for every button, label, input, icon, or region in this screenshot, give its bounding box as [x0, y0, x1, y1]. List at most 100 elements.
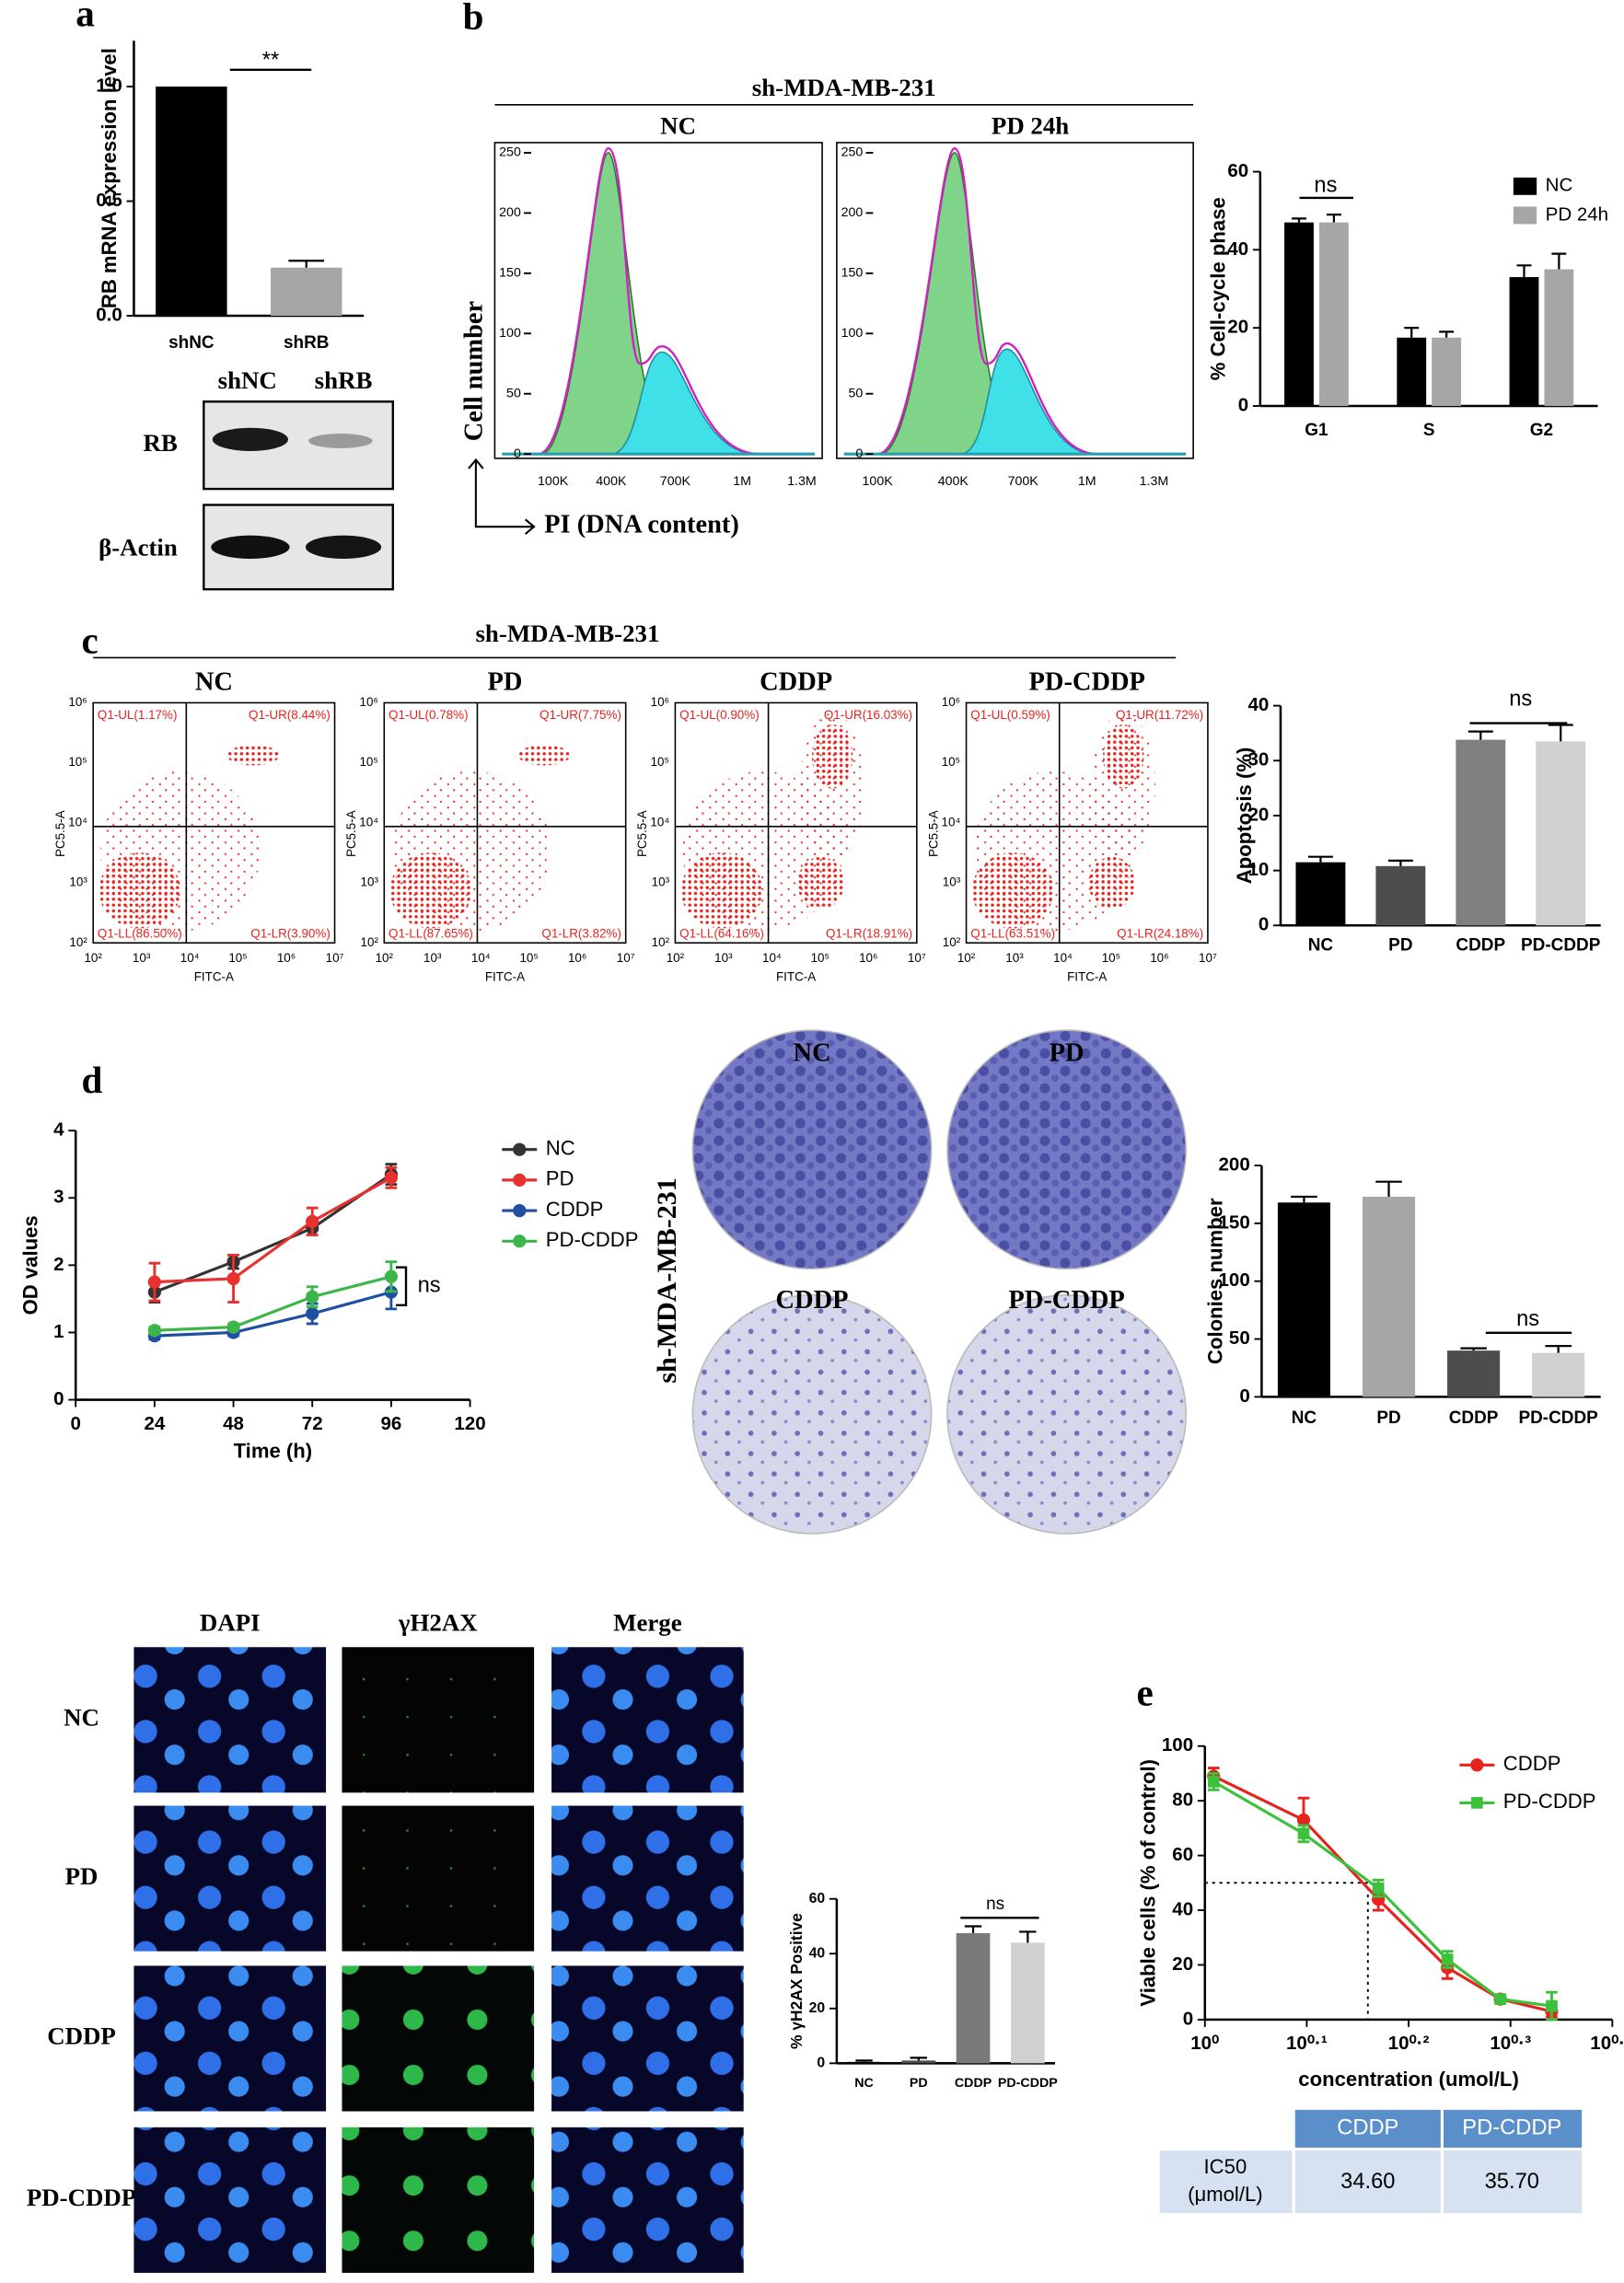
y-tick-label: 50	[848, 386, 863, 400]
y-tick-label: 0	[1259, 914, 1269, 935]
y-tick-label: 10⁶	[68, 695, 87, 709]
well-label: NC	[793, 1038, 830, 1067]
x-tick-label: PD	[1376, 1408, 1400, 1428]
x-tick-label: 10⁵	[1102, 951, 1121, 965]
flow-title: PD-CDDP	[1029, 667, 1145, 696]
blot-band	[211, 535, 290, 559]
point	[1494, 1993, 1506, 2005]
significance-bracket	[395, 1266, 408, 1307]
colony-well	[946, 1029, 1188, 1270]
axis-arrow	[468, 458, 536, 535]
micrograph	[342, 2127, 535, 2273]
blot-row-label: RB	[144, 429, 178, 457]
x-tick-label: 1.3M	[787, 474, 817, 489]
point	[1546, 1999, 1558, 2012]
x-tick-label: NC	[1292, 1408, 1317, 1428]
well-label: PD-CDDP	[1008, 1286, 1124, 1315]
histogram-frame	[493, 142, 823, 459]
y-tick-label: 4	[53, 1119, 64, 1141]
x-tick-label: 10⁰	[1190, 2033, 1220, 2054]
table-header-cell	[1294, 2109, 1441, 2149]
y-tick-label: 150	[1219, 1211, 1250, 1233]
x-tick-label: 10³	[714, 951, 733, 965]
table-header-cell	[1443, 2109, 1583, 2149]
event-cluster	[226, 745, 280, 766]
y-tick-label: 0.5	[96, 190, 122, 211]
x-tick-label: 10²	[667, 951, 685, 965]
y-tick-label: 20	[1172, 1953, 1193, 1975]
table-cell	[1294, 2150, 1441, 2214]
flow-frame	[674, 701, 918, 944]
y-tick-label: 10⁵	[68, 755, 87, 769]
y-tick-label: 10²	[361, 935, 379, 949]
x-axis-label: PI (DNA content)	[544, 511, 739, 539]
y-tick-label: 2	[53, 1254, 64, 1275]
x-tick-label: 10⁶	[859, 951, 877, 965]
y-tick-label: 40	[1247, 694, 1269, 715]
micrograph	[551, 1965, 744, 2112]
y-tick-label: 200	[499, 205, 521, 220]
series-line	[1212, 1780, 1552, 2008]
error-bar	[910, 2057, 927, 2061]
column-header: DAPI	[200, 1609, 261, 1637]
micrograph	[551, 2127, 744, 2273]
y-tick-label: 200	[841, 205, 864, 220]
row-label: PD-CDDP	[27, 2184, 136, 2211]
bar	[901, 2060, 936, 2064]
y-tick-label: 0	[817, 2055, 825, 2070]
quadrant-label: Q1-LR(3.90%)	[250, 926, 331, 940]
error-bar	[1467, 730, 1493, 740]
blot-band	[305, 535, 382, 559]
error-bar	[1439, 330, 1455, 338]
x-tick-label: 10⁵	[519, 951, 538, 965]
y-axis-label: Apoptosis (%)	[1233, 747, 1256, 885]
bar	[1509, 277, 1539, 406]
y-axis-label: Cell number	[459, 300, 488, 441]
y-tick-label: 0	[53, 1388, 64, 1409]
micrograph	[342, 1647, 535, 1793]
y-tick-label: 40	[1227, 238, 1248, 260]
x-tick-label: 10⁰·⁴	[1590, 2033, 1624, 2054]
bar	[1456, 739, 1506, 926]
point	[147, 1275, 161, 1289]
well-label: PD	[1050, 1038, 1085, 1067]
column-header: γH2AX	[398, 1609, 478, 1637]
x-tick-label: PD	[910, 2076, 928, 2091]
event-cluster	[99, 852, 181, 929]
legend-swatch	[1513, 206, 1537, 225]
bar	[956, 1932, 991, 2064]
panel-label: c	[82, 620, 99, 662]
x-tick-label: 10³	[423, 951, 442, 965]
x-tick-label: 1M	[733, 474, 751, 489]
bar	[1362, 1197, 1416, 1397]
x-tick-label: 10²	[84, 951, 102, 965]
column-header: Merge	[613, 1609, 682, 1637]
x-tick-label: 0	[70, 1413, 80, 1434]
y-tick-label: 0	[855, 446, 863, 461]
x-tick-label: NC	[854, 2076, 874, 2091]
legend-marker	[513, 1173, 527, 1187]
series-line	[154, 1291, 392, 1338]
quadrant-label: Q1-LL(86.50%)	[98, 926, 182, 940]
significance-label: ns	[1314, 174, 1337, 198]
significance-label: ns	[1509, 688, 1532, 712]
significance-label: ns	[1516, 1307, 1539, 1331]
x-tick-label: 72	[302, 1413, 323, 1434]
fit-curve	[538, 147, 760, 456]
bar	[1318, 222, 1349, 406]
quadrant-label: Q1-UR(8.44%)	[249, 708, 331, 722]
legend-marker	[1471, 1797, 1483, 1809]
legend-label: PD-CDDP	[546, 1228, 639, 1251]
point	[147, 1324, 161, 1338]
quadrant-label: Q1-UR(7.75%)	[539, 708, 621, 722]
y-tick-label: 10⁶	[942, 695, 960, 709]
error-bar	[1404, 327, 1420, 338]
row-label: PD	[65, 1862, 99, 1890]
x-axis-label: FITC-A	[194, 970, 234, 984]
table-header: CDDP	[1337, 2116, 1398, 2140]
micrograph	[133, 1647, 327, 1793]
histogram-title: PD 24h	[992, 111, 1069, 139]
event-cluster	[1103, 724, 1144, 789]
cell-line-label: sh-MDA-MB-231	[652, 1177, 682, 1383]
table-header: PD-CDDP	[1462, 2116, 1561, 2140]
